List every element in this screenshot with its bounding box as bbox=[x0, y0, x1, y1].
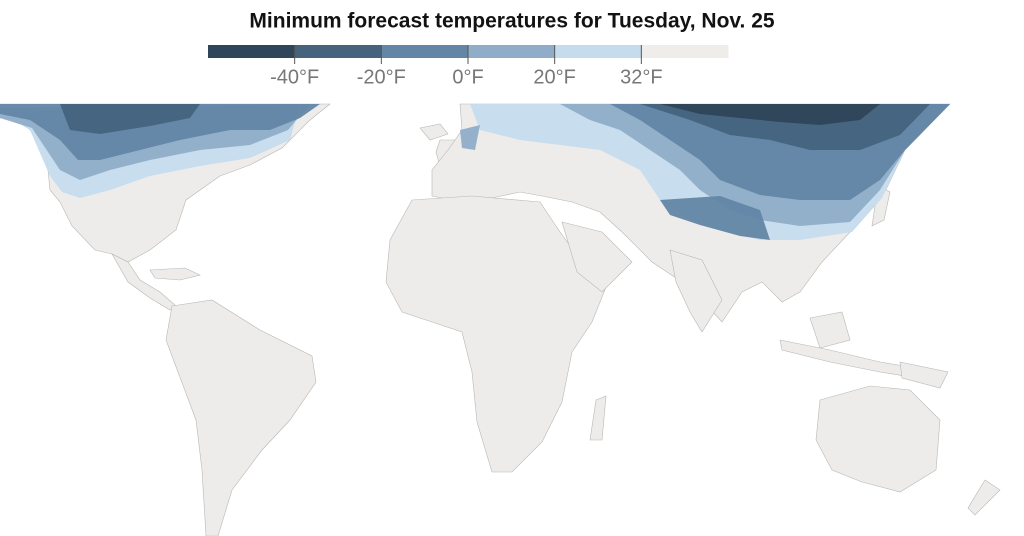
arabia bbox=[561, 221, 633, 293]
new-guinea bbox=[899, 361, 949, 389]
cold-region bbox=[460, 125, 480, 150]
australia bbox=[815, 385, 941, 493]
legend-label: 20°F bbox=[533, 66, 575, 88]
iceland bbox=[419, 123, 449, 141]
legend-swatch bbox=[641, 45, 729, 58]
title: Minimum forecast temperatures for Tuesda… bbox=[249, 10, 774, 33]
new-zealand bbox=[967, 479, 1001, 516]
legend-swatch bbox=[208, 45, 296, 58]
madagascar bbox=[589, 395, 607, 441]
legend-swatch bbox=[294, 45, 382, 58]
legend-label: 0°F bbox=[452, 66, 483, 88]
south-america bbox=[165, 299, 317, 536]
india bbox=[669, 249, 723, 333]
central-america bbox=[111, 253, 177, 311]
legend: -40°F -20°F 0°F 20°F 32°F bbox=[208, 45, 729, 88]
legend-swatch bbox=[554, 45, 642, 58]
africa bbox=[385, 195, 613, 473]
cold-region bbox=[60, 104, 200, 134]
legend-swatch bbox=[468, 45, 556, 58]
legend-label: 32°F bbox=[620, 66, 662, 88]
cold-regions bbox=[0, 104, 950, 240]
legend-label: -20°F bbox=[357, 66, 406, 88]
legend-label: -40°F bbox=[270, 66, 319, 88]
caribbean bbox=[149, 267, 201, 281]
borneo bbox=[809, 311, 851, 349]
legend-swatch bbox=[381, 45, 469, 58]
cold-region bbox=[660, 104, 880, 125]
cold-region bbox=[660, 196, 770, 240]
